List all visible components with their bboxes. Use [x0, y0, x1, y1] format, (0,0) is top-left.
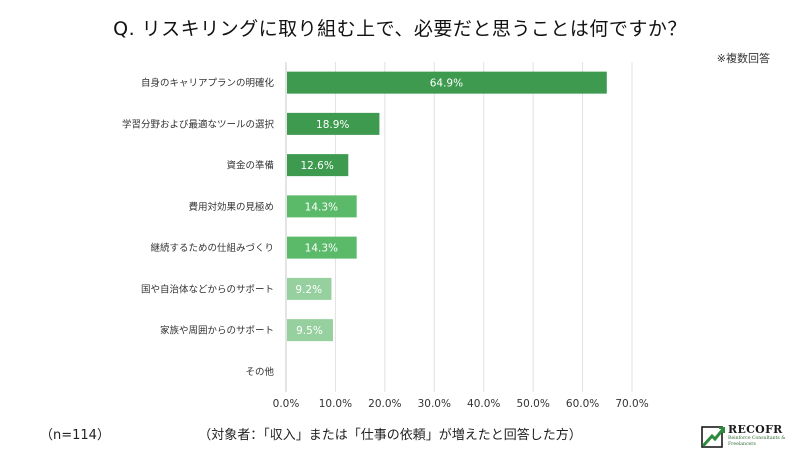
category-label: 自身のキャリアプランの明確化	[141, 77, 275, 89]
category-label: 家族や周囲からのサポート	[160, 325, 274, 337]
recofr-logo: RECOFR Reinforce Consultants & Freelance…	[700, 422, 796, 452]
x-tick-label: 0.0%	[273, 398, 300, 410]
bar	[287, 236, 357, 259]
bar	[287, 71, 607, 94]
x-tick-label: 50.0%	[516, 398, 549, 410]
category-label: 学習分野および最適なツールの選択	[122, 118, 275, 130]
data-label: 18.9%	[316, 119, 349, 131]
multiple-answer-note: ※複数回答	[716, 52, 770, 65]
target-respondents-note: （対象者：「収入」または「仕事の依頼」が増えたと回答した方）	[198, 428, 582, 443]
category-label: 国や自治体などからのサポート	[141, 283, 274, 295]
x-tick-label: 70.0%	[615, 398, 648, 410]
logo-name: RECOFR	[728, 423, 783, 436]
data-label: 14.3%	[305, 201, 338, 213]
x-tick-label: 30.0%	[418, 398, 451, 410]
data-label: 14.3%	[305, 243, 338, 255]
bar-chart: 0.0% 10.0% 20.0% 30.0% 40.0% 50.0% 60.0% 70.0% 自…	[122, 62, 649, 410]
data-label: 12.6%	[300, 160, 333, 172]
x-tick-label: 60.0%	[566, 398, 599, 410]
bar	[287, 154, 349, 177]
logo-subtitle: Reinforce Consultants & Freelancers	[728, 436, 786, 447]
x-tick-label: 10.0%	[319, 398, 352, 410]
category-label: 費用対効果の見極め	[188, 201, 274, 213]
bar	[287, 277, 332, 300]
data-label: 9.2%	[295, 284, 322, 296]
category-label: 継続するための仕組みづくり	[150, 242, 274, 254]
chart-title: Q. リスキリングに取り組む上で、必要だと思うことは何ですか？	[113, 18, 687, 40]
category-label: その他	[245, 366, 274, 378]
x-tick-label: 20.0%	[368, 398, 401, 410]
bar	[287, 195, 357, 218]
bar	[287, 112, 380, 135]
sample-size-label: （n=114）	[40, 428, 110, 443]
data-label: 9.5%	[296, 325, 323, 337]
category-label: 資金の準備	[226, 160, 274, 172]
x-tick-label: 40.0%	[467, 398, 500, 410]
bar	[287, 319, 333, 342]
data-label: 64.9%	[430, 78, 463, 90]
recofr-logo-icon	[701, 426, 726, 448]
